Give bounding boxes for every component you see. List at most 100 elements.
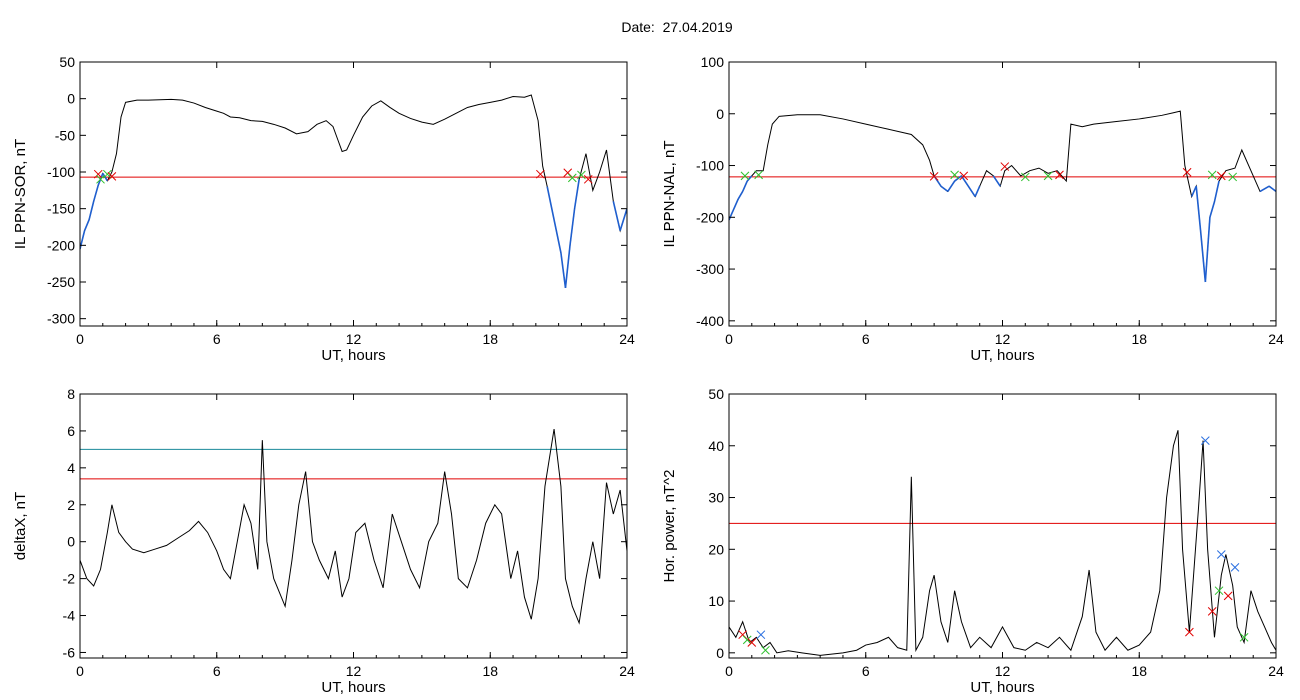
y-tick-label: -100: [47, 164, 75, 180]
marker-stroke: [1000, 162, 1010, 171]
x-axis-label: UT, hours: [321, 347, 385, 364]
y-tick-label: -400: [696, 313, 724, 329]
highlight-segment: [551, 208, 558, 231]
y-tick-label: -300: [696, 261, 724, 277]
highlight-segment: [546, 186, 553, 209]
y-tick-label: 50: [708, 386, 724, 402]
y-tick-label: 30: [708, 490, 724, 506]
marker-stroke: [754, 170, 763, 180]
x-tick-label: 12: [995, 331, 1011, 347]
highlight-segment: [947, 180, 956, 192]
x-tick-label: 24: [1268, 331, 1284, 347]
highlight-segment: [619, 208, 627, 231]
highlight-segment: [974, 185, 981, 197]
marker-6: [1000, 162, 1010, 171]
marker-8: [1216, 550, 1226, 559]
marker-stroke: [93, 169, 103, 179]
marker-5: [536, 169, 545, 179]
x-tick-label: 6: [862, 331, 870, 347]
x-tick-label: 18: [482, 331, 498, 347]
x-tick-label: 24: [1268, 663, 1284, 679]
marker-stroke: [1055, 170, 1064, 180]
highlight-segment: [564, 245, 571, 288]
series-line: [729, 110, 1276, 283]
marker-stroke: [102, 169, 112, 179]
highlight-segment: [1268, 185, 1276, 193]
plot-panel-4: 0 6 12 18 24 0 10 20 30 40 50 UT, hours Hor. power, …: [661, 386, 1284, 696]
highlight-segment: [729, 209, 735, 221]
marker-stroke: [107, 172, 117, 181]
y-tick-label: 0: [716, 106, 724, 122]
marker-1: [740, 171, 750, 181]
marker-stroke: [563, 168, 573, 178]
x-tick-label: 6: [862, 663, 870, 679]
marker-stroke: [567, 173, 577, 183]
x-axis-label: UT, hours: [970, 679, 1034, 696]
marker-9: [583, 174, 593, 184]
marker-13: [1228, 172, 1238, 182]
highlight-segment: [1204, 217, 1211, 283]
marker-stroke: [1207, 607, 1217, 616]
y-axis-label: IL PPN-NAL, nT: [661, 141, 678, 248]
highlight-segment: [555, 230, 562, 253]
y-tick-label: -200: [696, 209, 724, 225]
marker-stroke: [1200, 436, 1210, 445]
marker-5: [959, 171, 969, 181]
y-tick-label: 2: [67, 497, 75, 513]
marker-stroke: [742, 635, 752, 645]
x-tick-label: 18: [482, 663, 498, 679]
marker-6: [1185, 627, 1194, 637]
highlight-segment: [612, 201, 621, 231]
y-tick-label: 0: [67, 534, 75, 550]
marker-stroke: [1230, 563, 1240, 572]
plot-area: [80, 428, 627, 625]
series-line: [729, 430, 1276, 656]
marker-3: [929, 172, 939, 181]
figure-title: Date: 27.04.2019: [621, 19, 733, 35]
marker-stroke: [1214, 586, 1224, 596]
marker-stroke: [1228, 172, 1238, 182]
marker-stroke: [1020, 172, 1030, 182]
marker-stroke: [761, 645, 770, 655]
x-tick-label: 18: [1131, 331, 1147, 347]
highlight-segment: [573, 179, 580, 209]
x-tick-label: 24: [619, 663, 635, 679]
plot-area: [729, 110, 1276, 283]
highlight-segment: [1213, 180, 1220, 202]
y-tick-label: 4: [67, 460, 75, 476]
marker-stroke: [1216, 171, 1226, 181]
x-tick-label: 6: [213, 663, 221, 679]
highlight-segment: [741, 180, 748, 192]
y-axis-label: deltaX, nT: [12, 492, 29, 560]
marker-stroke: [96, 174, 105, 184]
x-tick-label: 24: [619, 331, 635, 347]
y-tick-label: 0: [716, 645, 724, 661]
y-axis-label: IL PPN-SOR, nT: [12, 139, 29, 249]
marker-5: [761, 645, 770, 655]
marker-stroke: [1216, 550, 1226, 559]
marker-10: [1214, 586, 1224, 596]
marker-2: [742, 635, 752, 645]
y-tick-label: -50: [55, 127, 75, 143]
highlight-segment: [1209, 201, 1216, 218]
y-tick-label: 0: [67, 91, 75, 107]
plot-area: [80, 94, 627, 288]
marker-3: [102, 169, 112, 179]
marker-4: [107, 172, 117, 181]
highlight-segment: [940, 185, 949, 193]
highlight-segment: [569, 208, 576, 246]
highlight-segment: [992, 175, 1001, 187]
marker-stroke: [929, 172, 939, 181]
highlight-segment: [967, 185, 976, 198]
marker-2: [96, 174, 105, 184]
plot-area: [729, 430, 1276, 656]
marker-stroke: [1223, 591, 1233, 601]
marker-1: [93, 169, 103, 179]
plot-frame: [728, 61, 1277, 327]
highlight-segment: [88, 201, 95, 220]
plot-panel-1: 0 6 12 18 24 -300 -250 -200 -150 -100 -50 0 50 UT, ho…: [12, 54, 635, 364]
marker-stroke: [959, 171, 969, 181]
marker-13: [1239, 632, 1249, 642]
series-line: [80, 94, 627, 288]
